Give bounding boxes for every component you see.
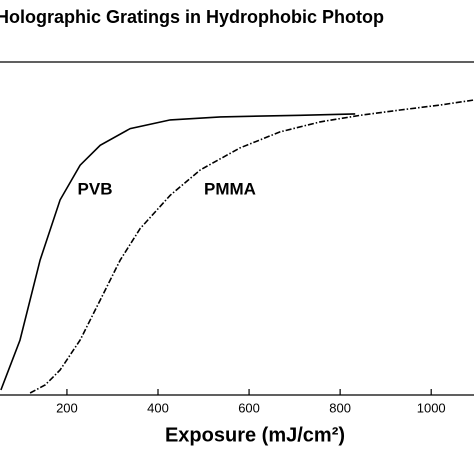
x-axis-label: Exposure (mJ/cm²) [165,424,345,446]
x-tick-label: 400 [147,400,169,415]
series-label: PMMA [204,179,256,198]
x-tick-label: 200 [56,400,78,415]
series-line [29,99,474,394]
series-line [0,113,356,391]
chart-title: Holographic Gratings in Hydrophobic Phot… [0,7,384,27]
series-label: PVB [78,179,113,198]
x-tick-label: 1000 [417,400,446,415]
x-tick-label: 600 [238,400,260,415]
x-tick-label: 800 [329,400,351,415]
